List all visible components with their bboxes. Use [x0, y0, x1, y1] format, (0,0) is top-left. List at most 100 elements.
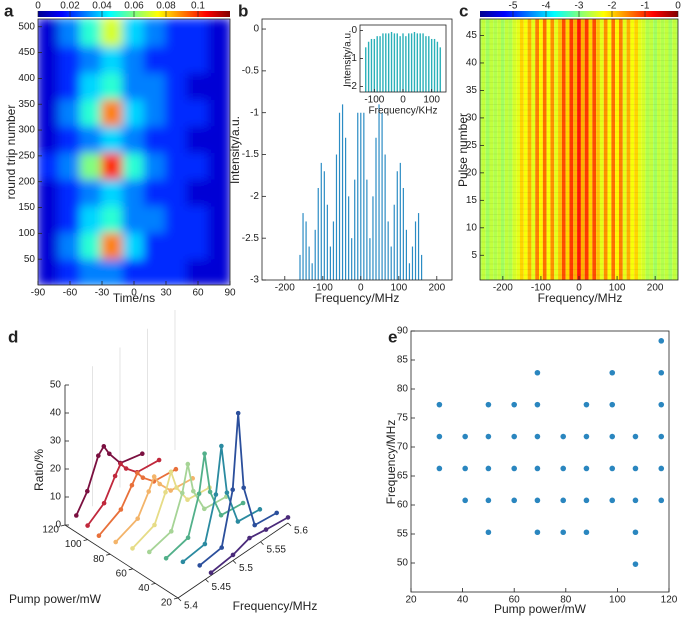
- y-tick-label: 250: [18, 151, 35, 162]
- heat-cell: [122, 97, 146, 127]
- heat-cell: [186, 177, 210, 207]
- heat-cell: [207, 257, 230, 285]
- colorbar-tick-label: -4: [542, 1, 551, 12]
- y-tick: [173, 597, 179, 600]
- heat-column: [539, 19, 543, 280]
- heat-cell: [38, 257, 61, 285]
- data-point: [180, 559, 186, 565]
- x-tick-label: 0: [400, 95, 406, 106]
- x-tick: [287, 522, 292, 527]
- heat-cell: [58, 230, 82, 260]
- z-tick-label: 30: [50, 436, 62, 447]
- data-point: [609, 497, 616, 504]
- heat-cell: [186, 124, 210, 153]
- heat-cell: [186, 19, 210, 47]
- y-tick-label: 35: [466, 85, 478, 96]
- colorbar-tick-label: 0: [35, 1, 41, 12]
- y-tick-label: 75: [397, 413, 409, 424]
- x-tick: [232, 560, 237, 564]
- y-tick-label: -2.5: [242, 233, 260, 244]
- data-point: [632, 465, 639, 472]
- heat-cell: [38, 97, 61, 127]
- y-tick-label: -3: [250, 275, 259, 286]
- heat-cell: [122, 257, 146, 285]
- y-tick-label: 40: [138, 583, 150, 594]
- data-point: [534, 433, 541, 440]
- data-point: [202, 541, 208, 547]
- data-point: [196, 491, 202, 497]
- data-point: [168, 488, 173, 493]
- data-point: [534, 401, 541, 408]
- heat-column: [554, 19, 559, 280]
- data-point: [632, 433, 639, 440]
- heat-cell: [165, 19, 189, 47]
- heat-column: [592, 19, 597, 280]
- heat-column: [565, 19, 570, 280]
- data-point: [185, 461, 191, 467]
- y-tick-label: 25: [466, 140, 478, 151]
- data-point: [197, 563, 202, 568]
- x-tick-label: 100: [423, 95, 440, 106]
- data-point: [113, 539, 118, 545]
- heat-column: [480, 19, 482, 280]
- data-point: [207, 489, 213, 495]
- data-point: [511, 465, 517, 472]
- y-tick-label: -0.5: [242, 66, 260, 77]
- heat-column: [580, 19, 585, 280]
- heat-cell: [38, 151, 61, 180]
- colorbar-tick-label: 0: [675, 1, 681, 12]
- heat-cell: [186, 44, 210, 74]
- data-point: [130, 546, 135, 551]
- y-tick-label: 40: [466, 58, 478, 69]
- data-point: [146, 489, 151, 494]
- heat-cell: [122, 177, 146, 207]
- heat-cell: [122, 19, 146, 47]
- heat-cell: [207, 97, 230, 127]
- heat-column: [569, 19, 574, 280]
- y-tick-label: 80: [397, 384, 409, 395]
- y-axis-label: Pulse number: [456, 113, 470, 187]
- heat-cell: [38, 19, 61, 47]
- y-tick: [60, 524, 66, 527]
- data-point: [151, 474, 157, 479]
- heat-cell: [58, 204, 82, 233]
- y-tick-label: 20: [161, 598, 173, 609]
- x-tick: [260, 541, 264, 546]
- x-tick-label: -100: [313, 283, 333, 294]
- heat-column: [584, 19, 589, 280]
- data-point: [560, 465, 567, 472]
- heat-column: [519, 19, 524, 280]
- data-point: [85, 523, 90, 528]
- heatmap-cells: [38, 19, 230, 285]
- heat-column: [657, 19, 661, 280]
- heat-cell: [58, 124, 82, 153]
- heat-cell: [207, 19, 230, 47]
- x-tick-label: 0: [576, 283, 582, 294]
- heat-cell: [58, 97, 82, 127]
- heat-cell: [143, 19, 167, 47]
- data-point: [247, 535, 252, 541]
- heat-column: [668, 19, 673, 280]
- heat-cell: [186, 151, 210, 180]
- x-tick-label: 5.45: [212, 582, 232, 593]
- y-tick-label: 150: [18, 202, 35, 213]
- heat-column: [672, 19, 677, 280]
- heat-cell: [186, 257, 210, 285]
- heat-column: [546, 19, 551, 280]
- x-tick-label: -90: [31, 288, 46, 299]
- heat-column: [626, 19, 631, 280]
- heat-column: [500, 19, 505, 280]
- heat-column: [531, 19, 536, 280]
- data-point: [436, 465, 443, 472]
- panel-label: b: [238, 1, 248, 20]
- y-tick-label: 85: [397, 355, 409, 366]
- y-tick-label: 350: [18, 99, 35, 110]
- heat-column: [596, 19, 600, 280]
- data-point: [658, 401, 665, 408]
- y-axis-label: round trip number: [4, 105, 18, 200]
- heat-cell: [101, 44, 125, 74]
- heat-cell: [143, 97, 167, 127]
- heat-cell: [79, 230, 103, 260]
- heat-cell: [38, 177, 61, 207]
- data-point: [96, 533, 102, 538]
